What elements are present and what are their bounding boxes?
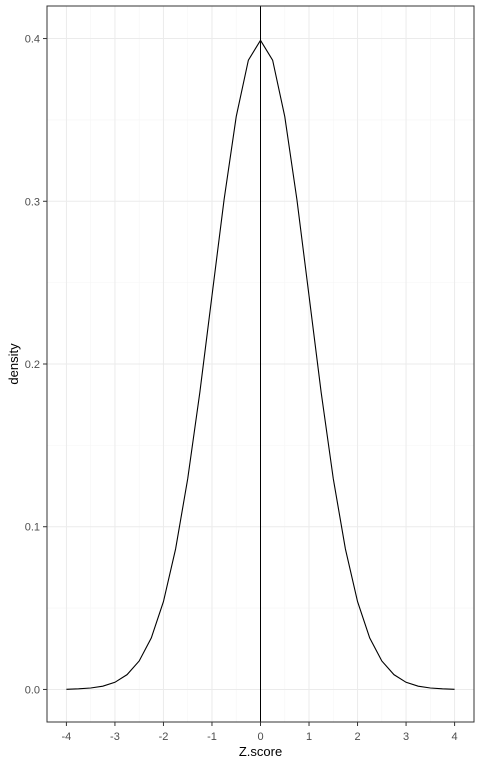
y-tick-label: 0.4 xyxy=(25,34,40,46)
density-curve xyxy=(66,39,455,690)
y-axis: 0.0 0.1 0.2 0.3 0.4 xyxy=(25,34,47,696)
x-tick-label: -4 xyxy=(62,731,72,743)
x-axis: -4 -3 -2 -1 0 1 2 3 4 xyxy=(62,722,458,743)
y-tick-label: 0.0 xyxy=(25,684,40,696)
y-tick-label: 0.3 xyxy=(25,196,40,208)
x-tick-label: -3 xyxy=(110,731,120,743)
y-axis-title: density xyxy=(6,343,21,385)
x-tick-label: -2 xyxy=(159,731,169,743)
y-tick-label: 0.2 xyxy=(25,359,40,371)
x-tick-label: 1 xyxy=(306,731,312,743)
x-tick-label: 4 xyxy=(452,731,458,743)
x-tick-label: -1 xyxy=(207,731,217,743)
x-tick-label: 2 xyxy=(354,731,360,743)
x-tick-label: 3 xyxy=(403,731,409,743)
x-axis-title: Z.score xyxy=(239,744,282,759)
x-tick-label: 0 xyxy=(257,731,263,743)
y-tick-label: 0.1 xyxy=(25,522,40,534)
